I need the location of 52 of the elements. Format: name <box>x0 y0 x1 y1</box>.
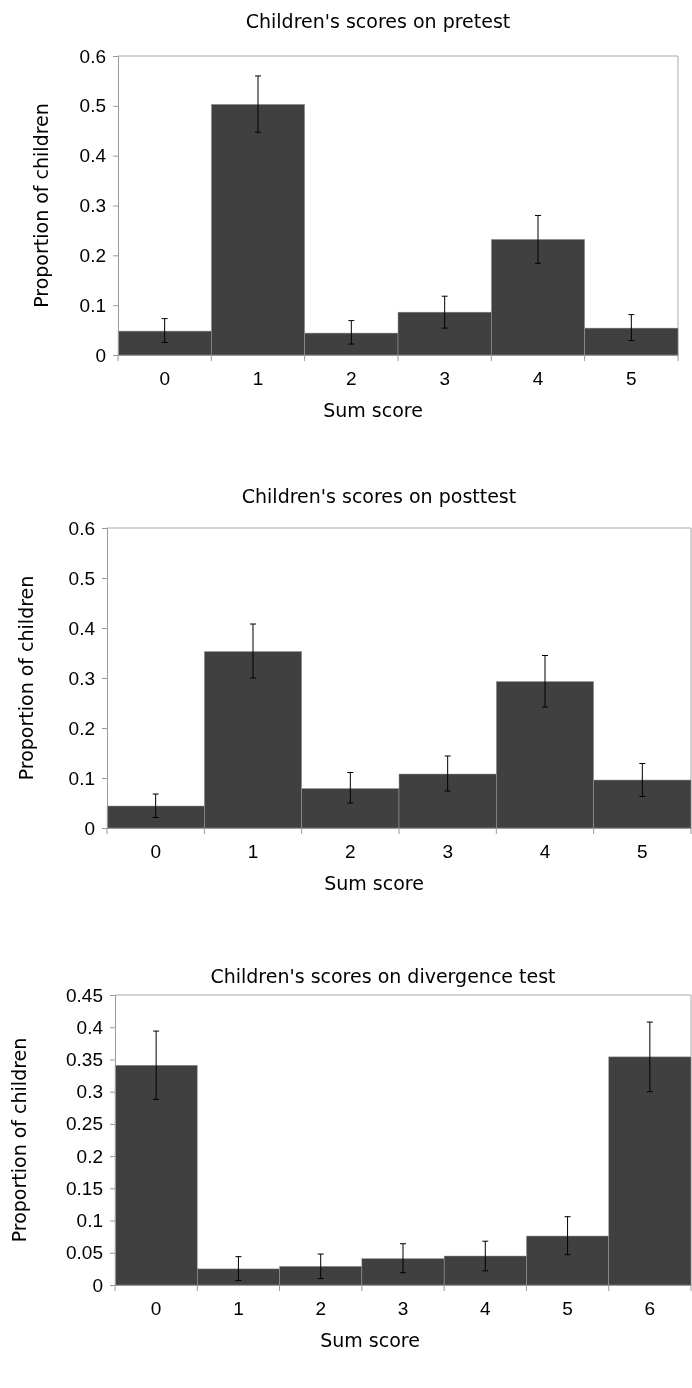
chart-title: Children's scores on pretest <box>245 10 511 32</box>
x-tick-label: 0 <box>150 1297 162 1319</box>
x-tick-label: 3 <box>439 367 450 389</box>
y-tick-label: 0.2 <box>68 717 95 739</box>
y-axis-title: Proportion of children <box>30 103 52 308</box>
x-tick-label: 4 <box>539 840 551 862</box>
y-tick-label: 0.4 <box>76 1016 104 1038</box>
y-tick-label: 0.2 <box>79 244 106 266</box>
chart-title: Children's scores on posttest <box>241 485 517 507</box>
y-tick-label: 0.6 <box>68 517 95 539</box>
y-tick-label: 0.6 <box>79 45 106 67</box>
y-tick-label: 0 <box>84 817 95 839</box>
x-tick-label: 2 <box>315 1297 326 1319</box>
y-tick-label: 0.4 <box>68 617 96 639</box>
x-tick-label: 2 <box>346 367 357 389</box>
x-tick-label: 0 <box>150 840 161 862</box>
x-axis-title: Sum score <box>324 872 424 894</box>
x-axis-title: Sum score <box>323 399 423 421</box>
x-tick-label: 3 <box>397 1297 409 1319</box>
x-tick-label: 1 <box>247 840 259 862</box>
x-tick-label: 4 <box>480 1297 491 1319</box>
x-tick-label: 1 <box>233 1297 244 1319</box>
y-tick-label: 0.15 <box>66 1177 103 1199</box>
y-tick-label: 0.25 <box>66 1113 103 1135</box>
y-axis-title: Proportion of children <box>8 1037 30 1243</box>
x-tick-label: 3 <box>442 840 453 862</box>
y-tick-label: 0.3 <box>76 1081 103 1103</box>
x-tick-label: 1 <box>252 367 264 389</box>
y-tick-label: 0.3 <box>68 667 95 689</box>
x-tick-label: 4 <box>532 367 544 389</box>
x-tick-label: 6 <box>644 1297 656 1319</box>
x-tick-label: 2 <box>345 840 356 862</box>
y-tick-label: 0.45 <box>66 984 103 1006</box>
y-tick-label: 0.1 <box>68 767 95 789</box>
y-tick-label: 0.4 <box>79 145 107 167</box>
y-tick-label: 0.5 <box>68 567 95 589</box>
y-tick-label: 0.1 <box>79 294 106 316</box>
y-axis-title: Proportion of children <box>15 575 37 781</box>
y-tick-label: 0.35 <box>66 1049 103 1071</box>
y-tick-label: 0.2 <box>76 1145 103 1167</box>
x-axis-title: Sum score <box>320 1329 420 1351</box>
chart-title: Children's scores on divergence test <box>210 965 556 987</box>
x-tick-label: 5 <box>637 840 648 862</box>
x-tick-label: 5 <box>626 367 637 389</box>
y-tick-label: 0.5 <box>79 95 106 117</box>
y-tick-label: 0 <box>95 344 106 366</box>
y-tick-label: 0 <box>92 1274 103 1296</box>
y-tick-label: 0.05 <box>66 1242 103 1264</box>
y-tick-label: 0.1 <box>76 1210 103 1232</box>
y-tick-label: 0.3 <box>79 195 106 217</box>
x-tick-label: 0 <box>159 367 170 389</box>
x-tick-label: 5 <box>562 1297 573 1319</box>
